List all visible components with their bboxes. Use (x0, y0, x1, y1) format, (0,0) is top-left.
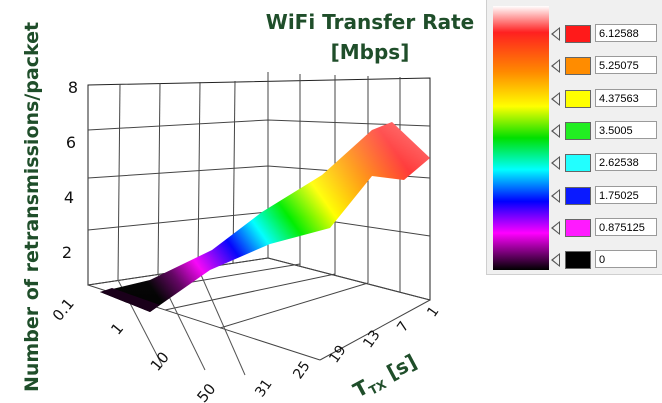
x-tick-7: 7 (394, 319, 412, 335)
x-tick-1: 1 (424, 304, 442, 320)
x-tick-31: 31 (252, 376, 275, 400)
surface (100, 122, 430, 312)
colorbar-marker-icon[interactable] (551, 91, 560, 106)
y-tick-1: 1 (107, 319, 127, 338)
x-axis-label: TTX [s] (349, 349, 421, 403)
colorbar-entry: 4.37563 (551, 86, 657, 112)
colorbar-marker-icon[interactable] (551, 59, 560, 74)
colorbar-value[interactable]: 0 (595, 250, 657, 269)
colorbar-entry: 0.875125 (551, 215, 657, 241)
colorbar-swatch[interactable] (565, 251, 591, 270)
colorbar (493, 6, 549, 270)
y-tick-50: 50 (193, 380, 219, 403)
colorbar-value[interactable]: 5.25075 (595, 56, 657, 75)
colorbar-swatch[interactable] (565, 154, 591, 173)
colorbar-entry: 1.75025 (551, 183, 657, 209)
y-tick-10: 10 (147, 348, 173, 374)
colorbar-value[interactable]: 2.62538 (595, 153, 657, 172)
z-tick-2: 2 (62, 243, 72, 262)
colorbar-entry: 6.12588 (551, 21, 657, 47)
colorbar-value[interactable]: 3.5005 (595, 120, 657, 139)
colorbar-swatch[interactable] (565, 218, 591, 237)
colorbar-entry: 2.62538 (551, 150, 657, 176)
colorbar-entry: 5.25075 (551, 53, 657, 79)
colorbar-value[interactable]: 1.75025 (595, 185, 657, 204)
colorbar-marker-icon[interactable] (551, 156, 560, 171)
x-tick-13: 13 (360, 327, 383, 351)
colorbar-marker-icon[interactable] (551, 27, 560, 41)
z-axis-label: Number of retransmissions/packet (21, 22, 43, 392)
colorbar-swatch[interactable] (565, 57, 591, 76)
colorbar-swatch[interactable] (565, 89, 591, 108)
z-tick-4: 4 (64, 188, 74, 207)
colorbar-marker-icon[interactable] (551, 253, 560, 268)
z-tick-6: 6 (66, 133, 76, 152)
x-tick-25: 25 (290, 358, 313, 382)
y-tick-0.1: 0.1 (49, 295, 78, 325)
colorbar-value[interactable]: 6.12588 (595, 24, 657, 42)
colorbar-swatch[interactable] (565, 186, 591, 205)
z-tick-8: 8 (68, 78, 78, 97)
colorbar-swatch[interactable] (565, 121, 591, 140)
colorbar-entry: 3.5005 (551, 118, 657, 144)
colorbar-marker-icon[interactable] (551, 220, 560, 235)
chart-title: WiFi Transfer Rate (265, 10, 475, 34)
colorbar-entry: 0 (551, 247, 657, 273)
colorbar-value[interactable]: 0.875125 (595, 217, 657, 236)
colorbar-marker-icon[interactable] (551, 123, 560, 138)
chart-title-unit: [Mbps] (330, 40, 410, 64)
colorbar-swatch[interactable] (565, 25, 591, 43)
colorbar-marker-icon[interactable] (551, 188, 560, 203)
svg-text:TTX [s]: TTX [s] (349, 349, 421, 403)
colorbar-value[interactable]: 4.37563 (595, 88, 657, 107)
